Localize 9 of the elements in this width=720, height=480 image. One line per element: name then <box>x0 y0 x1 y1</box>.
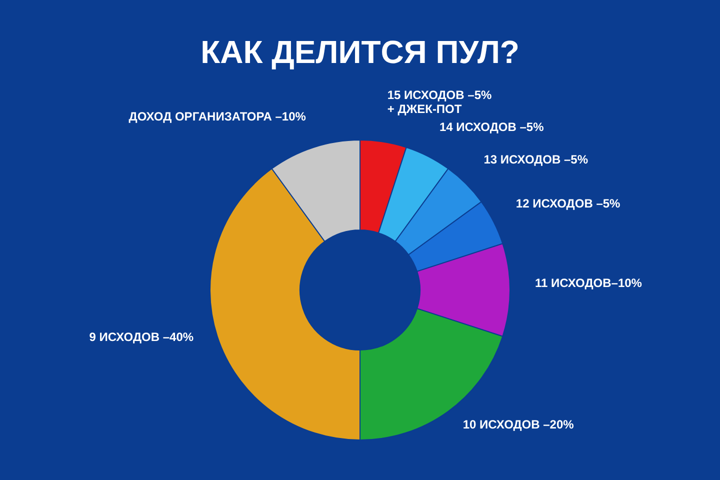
slice-label: ДОХОД ОРГАНИЗАТОРА –10% <box>128 110 306 124</box>
slice-label: 15 ИСХОДОВ –5% + ДЖЕК-ПОТ <box>387 88 492 116</box>
slice-label: 11 ИСХОДОВ–10% <box>535 276 642 290</box>
slice-label: 13 ИСХОДОВ –5% <box>484 152 588 166</box>
slice-label: 9 ИСХОДОВ –40% <box>89 330 194 344</box>
slice-label: 10 ИСХОДОВ –20% <box>462 418 574 432</box>
chart-title: КАК ДЕЛИТСЯ ПУЛ? <box>200 34 520 70</box>
slice-label: 14 ИСХОДОВ –5% <box>439 120 544 134</box>
slice-label: 12 ИСХОДОВ –5% <box>516 196 621 211</box>
